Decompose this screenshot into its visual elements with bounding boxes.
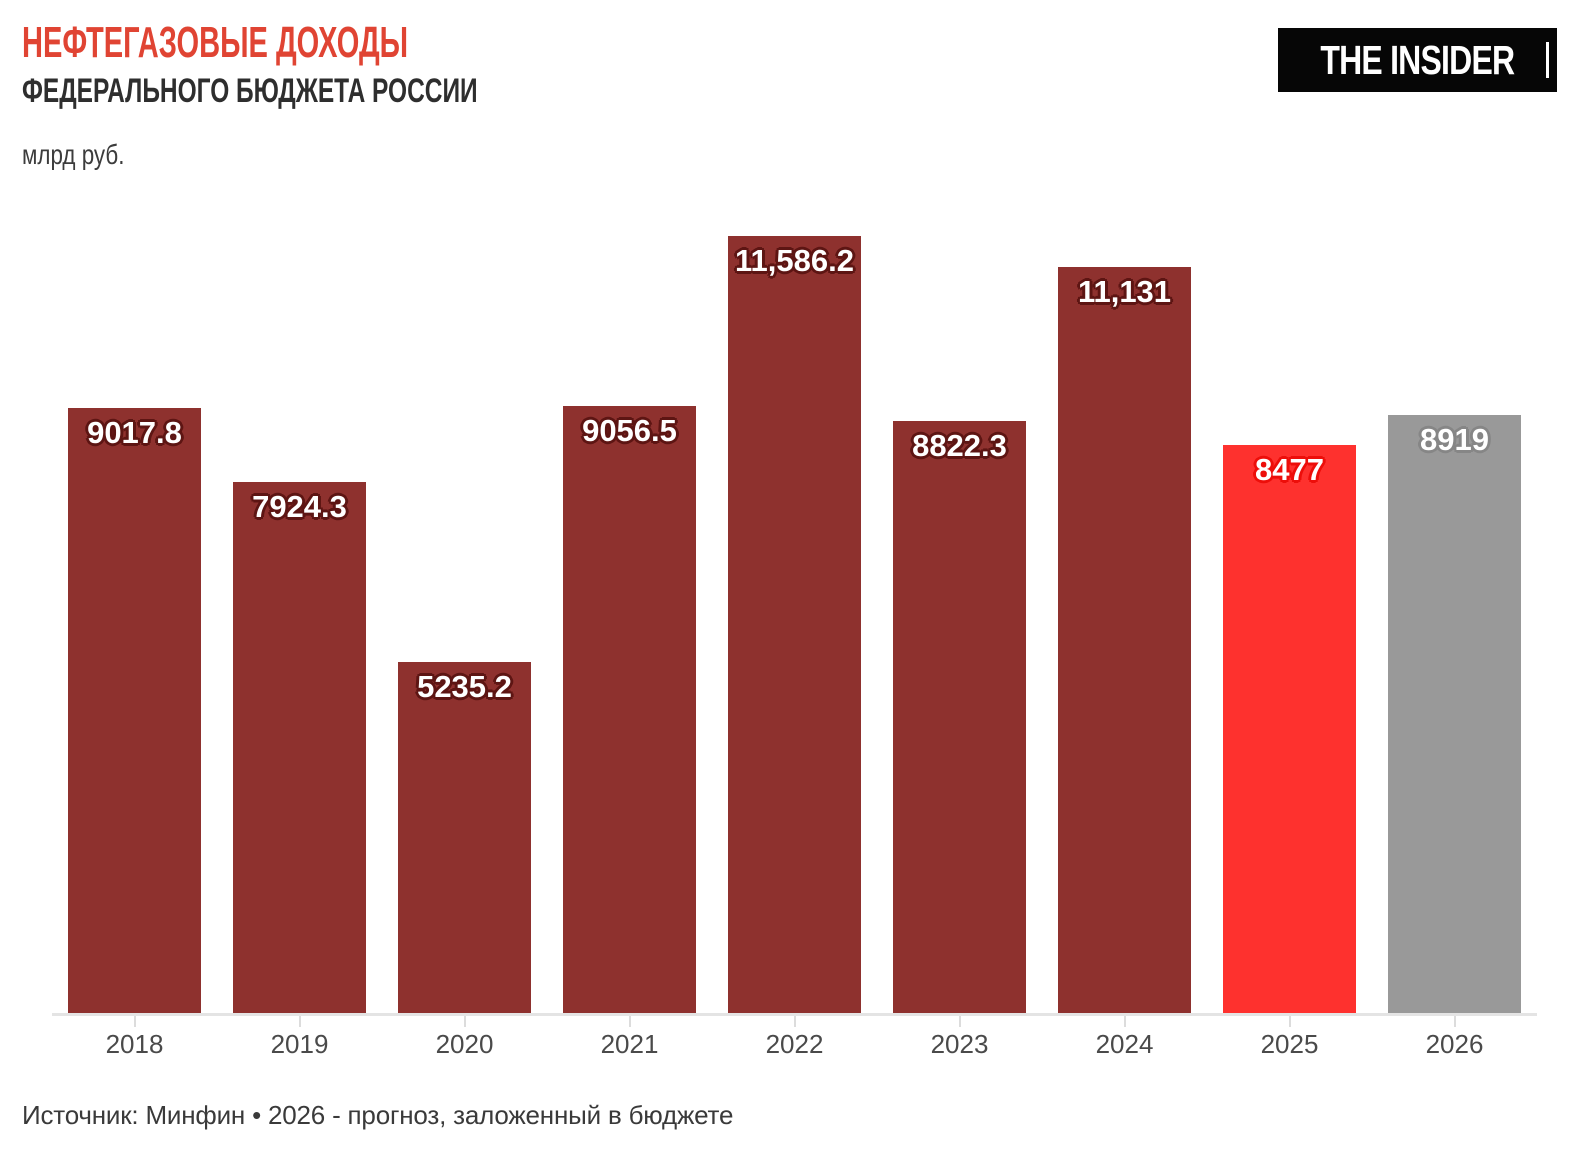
x-axis-label-2025: 2025 xyxy=(1260,1029,1319,1059)
x-tick-cell-2020 xyxy=(398,1016,531,1027)
bar-2023[interactable]: 8822.3 xyxy=(893,421,1026,1013)
bar-value-label-2023: 8822.3 xyxy=(912,428,1007,464)
page-title-second-line: ФЕДЕРАЛЬНОГО БЮДЖЕТА РОССИИ xyxy=(22,71,478,110)
x-axis-line xyxy=(52,1013,1537,1016)
x-axis-label-2026: 2026 xyxy=(1425,1029,1484,1059)
bar-2024[interactable]: 11,131 xyxy=(1058,266,1191,1013)
bar-value-label-2022: 11,586.2 xyxy=(735,243,854,278)
x-tick-2018 xyxy=(133,1016,136,1027)
source-note: Источник: Минфин • 2026 - прогноз, залож… xyxy=(22,1100,734,1130)
the-insider-logo[interactable]: THE INSIDER xyxy=(1278,28,1557,92)
x-axis-label-2019: 2019 xyxy=(270,1029,329,1059)
bar-value-label-2021: 9056.5 xyxy=(582,412,677,448)
x-tick-2019 xyxy=(298,1016,301,1027)
x-tick-cell-2023 xyxy=(893,1016,1026,1027)
x-axis-label-2024: 2024 xyxy=(1095,1029,1154,1059)
bar-2018[interactable]: 9017.8 xyxy=(68,408,201,1013)
bar-2026[interactable]: 8919 xyxy=(1388,414,1521,1013)
x-tick-2023 xyxy=(958,1016,961,1027)
unit-label: млрд руб. xyxy=(22,139,125,171)
bar-value-label-2024: 11,131 xyxy=(1077,273,1172,309)
bar-2022[interactable]: 11,586.2 xyxy=(728,236,861,1013)
logo-cursor-bar xyxy=(1546,42,1549,78)
x-tick-cell-2018 xyxy=(68,1016,201,1027)
bar-value-label-2025: 8477 xyxy=(1255,451,1324,487)
bar-2019[interactable]: 7924.3 xyxy=(233,481,366,1013)
x-axis-label-2022: 2022 xyxy=(765,1029,824,1059)
x-tick-cell-2021 xyxy=(563,1016,696,1027)
page-title: НЕФТЕГАЗОВЫЕ ДОХОДЫ xyxy=(22,18,409,67)
bar-value-label-2020: 5235.2 xyxy=(417,668,512,704)
x-tick-cell-2022 xyxy=(728,1016,861,1027)
x-axis-label-2020: 2020 xyxy=(435,1029,494,1059)
x-tick-2021 xyxy=(628,1016,631,1027)
x-axis-labels: 2018 2019 2020 2021 2022 2023 2024 2025 2026 xyxy=(52,1031,1537,1057)
bar-2020[interactable]: 5235.2 xyxy=(398,661,531,1013)
x-tick-2026 xyxy=(1453,1016,1456,1027)
bar-chart: 9017.8 7924.3 5235.2 9056.5 11,586.2 8822.3 11… xyxy=(52,236,1537,1057)
bar-value-label-2018: 9017.8 xyxy=(87,415,182,451)
x-tick-cell-2024 xyxy=(1058,1016,1191,1027)
x-tick-cell-2025 xyxy=(1223,1016,1356,1027)
x-tick-2022 xyxy=(793,1016,796,1027)
x-tick-cell-2019 xyxy=(233,1016,366,1027)
x-axis-label-2018: 2018 xyxy=(105,1029,164,1059)
bar-value-label-2019: 7924.3 xyxy=(252,488,347,524)
bar-2025[interactable]: 8477 xyxy=(1223,444,1356,1013)
bars-row: 9017.8 7924.3 5235.2 9056.5 11,586.2 8822.3 11… xyxy=(52,236,1537,1013)
x-axis-ticks xyxy=(52,1016,1537,1027)
bar-value-label-2026: 8919 xyxy=(1420,421,1489,457)
x-tick-2024 xyxy=(1123,1016,1126,1027)
x-axis-label-2023: 2023 xyxy=(930,1029,989,1059)
x-axis-label-2021: 2021 xyxy=(600,1029,659,1059)
x-tick-2020 xyxy=(463,1016,466,1027)
title-block: НЕФТЕГАЗОВЫЕ ДОХОДЫ ФЕДЕРАЛЬНОГО БЮДЖЕТА… xyxy=(22,20,655,170)
bar-2021[interactable]: 9056.5 xyxy=(563,405,696,1013)
x-tick-2025 xyxy=(1288,1016,1291,1027)
x-tick-cell-2026 xyxy=(1388,1016,1521,1027)
logo-text: THE INSIDER xyxy=(1320,36,1515,83)
